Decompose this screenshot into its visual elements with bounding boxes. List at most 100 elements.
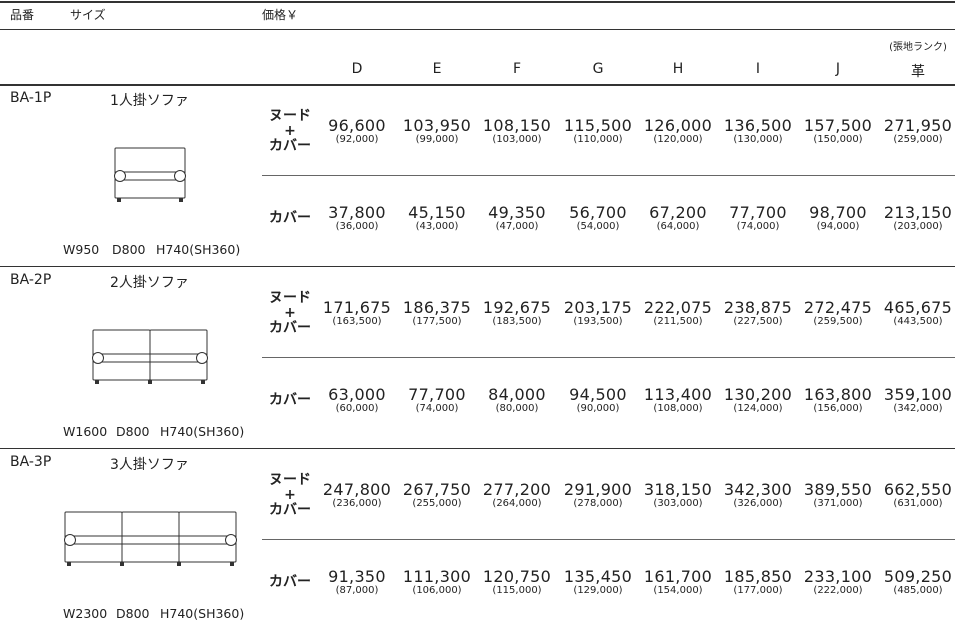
price-excl-tax: (222,000) xyxy=(813,585,863,596)
price: 37,800 xyxy=(328,203,386,222)
price-excl-tax: (92,000) xyxy=(335,134,379,145)
price-excl-tax: (99,000) xyxy=(415,134,459,145)
rank-header: D xyxy=(351,61,363,77)
price-excl-tax: (80,000) xyxy=(495,403,539,414)
rank-header: E xyxy=(432,61,442,77)
price: 277,200 xyxy=(482,480,552,499)
price: 186,375 xyxy=(402,298,472,317)
price: 113,400 xyxy=(643,385,713,404)
price-excl-tax: (443,500) xyxy=(893,316,943,327)
rank-header: 革 xyxy=(911,64,925,80)
price-excl-tax: (631,000) xyxy=(893,498,943,509)
price-excl-tax: (54,000) xyxy=(576,221,620,232)
rule xyxy=(0,84,955,86)
price-excl-tax: (106,000) xyxy=(412,585,462,596)
rule xyxy=(0,1,955,3)
price-excl-tax: (255,000) xyxy=(412,498,462,509)
row-label: ヌード + カバー xyxy=(269,472,311,518)
price-excl-tax: (110,000) xyxy=(573,134,623,145)
price-excl-tax: (130,000) xyxy=(733,134,783,145)
price: 63,000 xyxy=(328,385,386,404)
price-excl-tax: (36,000) xyxy=(335,221,379,232)
price-excl-tax: (259,000) xyxy=(893,134,943,145)
price-excl-tax: (163,500) xyxy=(332,316,382,327)
product-name: 2人掛ソファ xyxy=(110,275,189,291)
price: 94,500 xyxy=(569,385,627,404)
price: 84,000 xyxy=(488,385,546,404)
price: 171,675 xyxy=(322,298,392,317)
price: 238,875 xyxy=(723,298,793,317)
price: 49,350 xyxy=(488,203,546,222)
price: 389,550 xyxy=(803,480,873,499)
price: 342,300 xyxy=(723,480,793,499)
header-price: 価格￥ xyxy=(262,8,299,22)
product-code: BA-3P xyxy=(10,454,52,470)
row-label-line: カバー xyxy=(269,319,311,336)
price-excl-tax: (87,000) xyxy=(335,585,379,596)
row-label: カバー xyxy=(269,392,311,408)
row-label: ヌード + カバー xyxy=(269,290,311,336)
price: 103,950 xyxy=(402,116,472,135)
size: D800 xyxy=(116,606,150,621)
price: 56,700 xyxy=(569,203,627,222)
rank-header: J xyxy=(835,61,841,77)
price-excl-tax: (303,000) xyxy=(653,498,703,509)
price: 247,800 xyxy=(322,480,392,499)
price: 126,000 xyxy=(643,116,713,135)
price-excl-tax: (129,000) xyxy=(573,585,623,596)
size: H740(SH360) xyxy=(160,606,245,621)
price: 77,700 xyxy=(729,203,787,222)
rank-note: (張地ランク) xyxy=(889,42,947,53)
price-excl-tax: (43,000) xyxy=(415,221,459,232)
rank-header: I xyxy=(755,61,761,77)
price: 203,175 xyxy=(563,298,633,317)
price: 135,450 xyxy=(563,567,633,586)
price-excl-tax: (177,000) xyxy=(733,585,783,596)
price: 108,150 xyxy=(482,116,552,135)
size: W950 xyxy=(63,242,100,257)
price-excl-tax: (60,000) xyxy=(335,403,379,414)
price: 157,500 xyxy=(803,116,873,135)
price-excl-tax: (120,000) xyxy=(653,134,703,145)
price-excl-tax: (74,000) xyxy=(415,403,459,414)
price: 96,600 xyxy=(328,116,386,135)
row-rule xyxy=(262,539,955,540)
size: W1600 xyxy=(63,424,108,439)
row-label-line: カバー xyxy=(269,573,311,590)
price-excl-tax: (103,000) xyxy=(492,134,542,145)
price-excl-tax: (94,000) xyxy=(816,221,860,232)
price-excl-tax: (154,000) xyxy=(653,585,703,596)
header-size: サイズ xyxy=(70,8,106,22)
price-excl-tax: (326,000) xyxy=(733,498,783,509)
price: 91,350 xyxy=(328,567,386,586)
price-excl-tax: (264,000) xyxy=(492,498,542,509)
size: D800 xyxy=(112,242,146,257)
rule xyxy=(0,29,955,30)
price-excl-tax: (342,000) xyxy=(893,403,943,414)
row-label-line: + xyxy=(284,304,296,321)
row-label: カバー xyxy=(269,573,311,590)
row-rule xyxy=(262,357,955,358)
price-excl-tax: (485,000) xyxy=(893,585,943,596)
price-excl-tax: (108,000) xyxy=(653,403,703,414)
price-excl-tax: (90,000) xyxy=(576,403,620,414)
row-rule xyxy=(262,175,955,176)
price: 359,100 xyxy=(883,385,953,404)
price: 465,675 xyxy=(883,298,953,317)
price-excl-tax: (211,500) xyxy=(653,316,703,327)
price: 163,800 xyxy=(803,385,873,404)
price: 115,500 xyxy=(563,116,633,135)
price-excl-tax: (236,000) xyxy=(332,498,382,509)
product-name: 3人掛ソファ xyxy=(110,457,189,473)
row-label-line: カバー xyxy=(269,137,311,154)
price: 98,700 xyxy=(809,203,867,222)
size: H740(SH360) xyxy=(160,424,245,439)
price-excl-tax: (183,500) xyxy=(492,316,542,327)
price-excl-tax: (278,000) xyxy=(573,498,623,509)
rank-header: H xyxy=(672,61,684,77)
price: 111,300 xyxy=(402,567,472,586)
row-label: ヌード + カバー xyxy=(269,108,311,154)
price-excl-tax: (115,000) xyxy=(492,585,542,596)
rule xyxy=(0,448,955,449)
